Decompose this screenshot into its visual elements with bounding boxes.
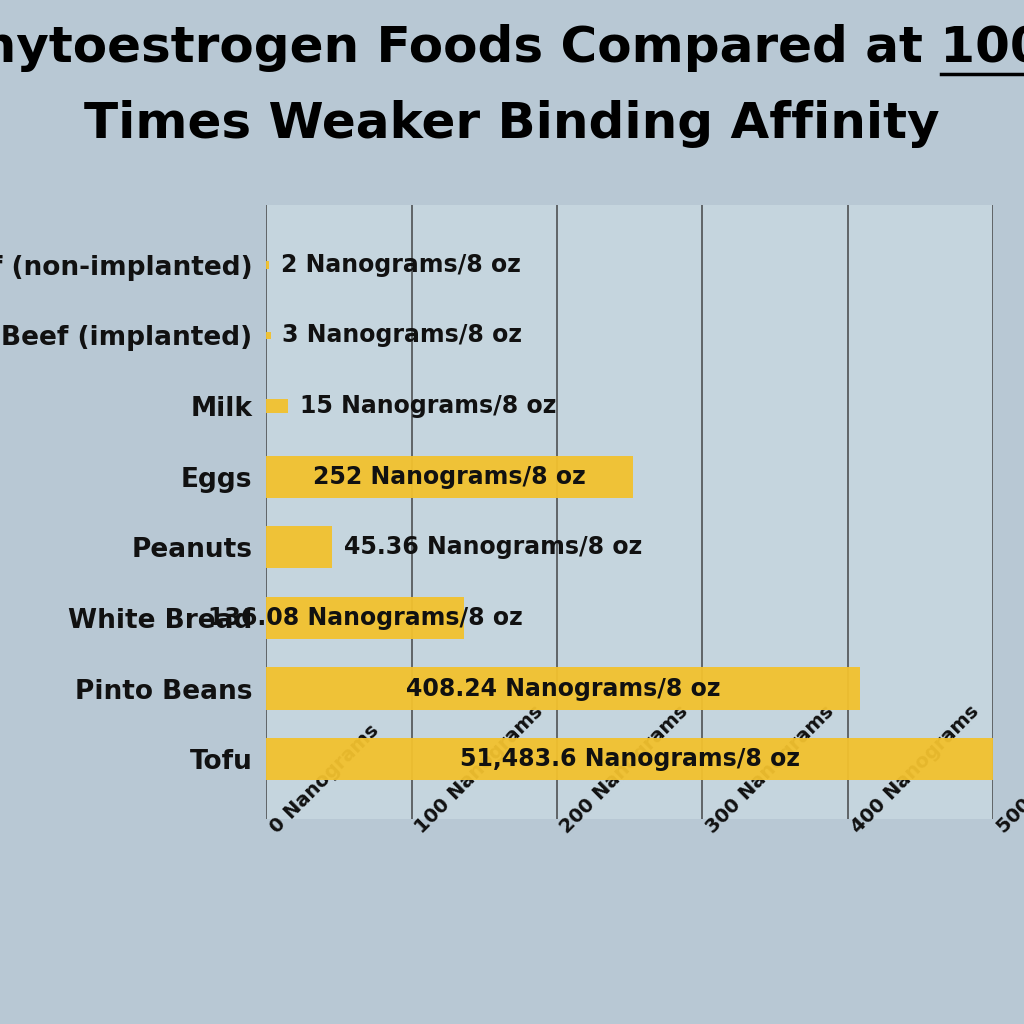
Bar — [266, 597, 464, 639]
Text: 136.08 Nanograms/8 oz: 136.08 Nanograms/8 oz — [208, 606, 522, 630]
Bar — [266, 398, 288, 414]
Text: 252 Nanograms/8 oz: 252 Nanograms/8 oz — [313, 465, 586, 488]
Text: 45.36 Nanograms/8 oz: 45.36 Nanograms/8 oz — [344, 536, 642, 559]
Text: 51,483.6 Nanograms/8 oz: 51,483.6 Nanograms/8 oz — [460, 748, 800, 771]
Bar — [266, 261, 269, 268]
Text: Times Weaker Binding Affinity: Times Weaker Binding Affinity — [84, 100, 940, 148]
Text: 2 Nanograms/8 oz: 2 Nanograms/8 oz — [281, 253, 520, 276]
Text: 408.24 Nanograms/8 oz: 408.24 Nanograms/8 oz — [406, 677, 720, 700]
Text: Phytoestrogen Foods Compared at 1000: Phytoestrogen Foods Compared at 1000 — [0, 24, 1024, 72]
Bar — [266, 332, 270, 339]
Bar — [266, 668, 860, 710]
Bar — [266, 738, 993, 780]
Text: 15 Nanograms/8 oz: 15 Nanograms/8 oz — [300, 394, 556, 418]
Text: 3 Nanograms/8 oz: 3 Nanograms/8 oz — [283, 324, 522, 347]
Bar — [266, 526, 332, 568]
Bar — [266, 456, 633, 498]
